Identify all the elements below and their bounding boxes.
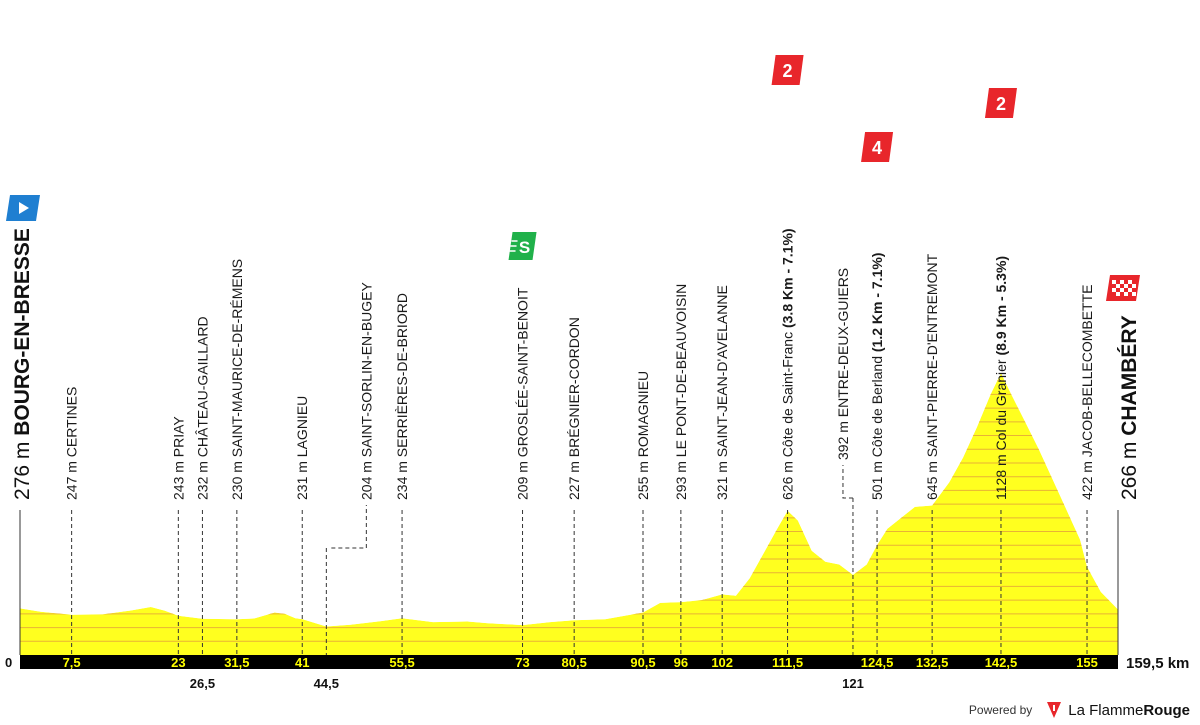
point-label: 422 m JACOB-BELLECOMBETTE xyxy=(1079,284,1095,500)
brand-light: La Flamme xyxy=(1068,701,1144,719)
km-tick-label: 7,5 xyxy=(63,655,81,670)
point-label: 392 m ENTRE-DEUX-GUIERS xyxy=(835,268,851,460)
category-markers: S 2 4 2 xyxy=(6,55,1140,301)
start-name: BOURG-EN-BRESSE xyxy=(11,228,34,436)
start-altitude: 276 m BOURG-EN-BRESSE xyxy=(11,228,34,500)
km-tick-label: 132,5 xyxy=(916,655,949,670)
point-name: 422 m JACOB-BELLECOMBETTE xyxy=(1079,284,1095,500)
km-tick-label: 155 xyxy=(1076,655,1098,670)
svg-text:4: 4 xyxy=(872,138,882,158)
km-tick-label: 96 xyxy=(674,655,688,670)
point-label: 209 m GROSLÉE-SAINT-BENOIT xyxy=(515,287,531,500)
climb-category-icon: 2 xyxy=(984,88,1017,118)
km-tick-label: 31,5 xyxy=(224,655,249,670)
point-labels: 247 m CERTINES 243 m PRIAY 232 m CHÂTEAU-G… xyxy=(11,228,1141,500)
point-label: 230 m SAINT-MAURICE-DE-RÉMENS xyxy=(229,259,245,500)
point-name: 230 m SAINT-MAURICE-DE-RÉMENS xyxy=(229,259,245,500)
distance-tick-labels: 7,5 23 26,5 31,5 41 44,5 55,5 73 80,5 90,5 96 102 11… xyxy=(63,655,1098,691)
total-distance-label: 159,5 km xyxy=(1126,655,1189,672)
climb-detail: (1.2 Km - 7.1%) xyxy=(869,253,885,356)
point-name: 227 m BRÉGNIER-CORDON xyxy=(566,317,582,500)
climb-detail: (8.9 Km - 5.3%) xyxy=(993,256,1009,359)
km-tick-label: 90,5 xyxy=(630,655,655,670)
point-name: 645 m SAINT-PIERRE-D'ENTREMONT xyxy=(924,253,940,500)
point-label: 204 m SAINT-SORLIN-EN-BUGEY xyxy=(358,282,374,500)
start-label: 276 m BOURG-EN-BRESSE xyxy=(11,228,34,500)
point-label: 247 m CERTINES xyxy=(64,387,80,500)
brand-name: La FlammeRouge xyxy=(1068,702,1190,719)
point-label: 243 m PRIAY xyxy=(170,416,186,500)
km-tick-label: 26,5 xyxy=(190,676,215,691)
sprint-marker-icon: S xyxy=(508,232,537,260)
point-name: 231 m LAGNIEU xyxy=(294,396,310,500)
point-label: 645 m SAINT-PIERRE-D'ENTREMONT xyxy=(924,253,940,500)
point-label: 321 m SAINT-JEAN-D'AVELANNE xyxy=(714,285,730,500)
point-name: 247 m CERTINES xyxy=(64,387,80,500)
point-name: 626 m Côte de Saint-Franc (3.8 Km - 7.1%… xyxy=(780,228,796,500)
climb-category-icon: 2 xyxy=(771,55,804,85)
point-name: 204 m SAINT-SORLIN-EN-BUGEY xyxy=(358,282,374,500)
km-tick-label: 55,5 xyxy=(389,655,414,670)
km-tick-label: 142,5 xyxy=(985,655,1018,670)
point-label: 626 m Côte de Saint-Franc (3.8 Km - 7.1%… xyxy=(780,228,796,500)
point-name: 232 m CHÂTEAU-GAILLARD xyxy=(194,316,210,500)
point-guide-lines xyxy=(19,465,1119,655)
point-name: 234 m SERRIÈRES-DE-BRIORD xyxy=(394,293,410,500)
finish-altitude: 266 m CHAMBÉRY xyxy=(1118,315,1141,500)
km-tick-label: 102 xyxy=(711,655,733,670)
point-name: 321 m SAINT-JEAN-D'AVELANNE xyxy=(714,285,730,500)
point-label: 232 m CHÂTEAU-GAILLARD xyxy=(194,316,210,500)
distance-axis-bar xyxy=(20,655,1118,669)
point-name: 255 m ROMAGNIEU xyxy=(635,371,651,500)
km-tick-label: 121 xyxy=(842,676,864,691)
finish-flag-icon xyxy=(1106,275,1140,301)
svg-text:2: 2 xyxy=(783,61,793,81)
km-tick-label: 44,5 xyxy=(314,676,339,691)
climb-category-icon: 4 xyxy=(861,132,894,162)
km-tick-label: 80,5 xyxy=(562,655,587,670)
brand-bold: Rouge xyxy=(1143,701,1190,719)
footer-credit: Powered by La FlammeRouge xyxy=(969,701,1190,719)
start-flag-icon xyxy=(6,195,40,221)
point-label: 227 m BRÉGNIER-CORDON xyxy=(566,317,582,500)
point-name: 293 m LE PONT-DE-BEAUVOISIN xyxy=(673,284,689,500)
point-name: 392 m ENTRE-DEUX-GUIERS xyxy=(835,268,851,460)
point-name: 1128 m Col du Granier (8.9 Km - 5.3%) xyxy=(993,256,1009,500)
point-label: 234 m SERRIÈRES-DE-BRIORD xyxy=(394,293,410,500)
finish-name: CHAMBÉRY xyxy=(1118,315,1141,436)
start-km-label: 0 xyxy=(5,655,12,670)
guide-offset-line xyxy=(331,505,367,549)
point-name: 209 m GROSLÉE-SAINT-BENOIT xyxy=(515,287,531,500)
km-tick-label: 111,5 xyxy=(772,655,803,670)
flame-logo-icon xyxy=(1047,702,1062,718)
km-tick-label: 23 xyxy=(171,655,185,670)
climb-detail: (3.8 Km - 7.1%) xyxy=(780,228,796,331)
point-name: 501 m Côte de Berland (1.2 Km - 7.1%) xyxy=(869,253,885,500)
finish-label: 266 m CHAMBÉRY xyxy=(1118,315,1141,500)
point-label: 293 m LE PONT-DE-BEAUVOISIN xyxy=(673,284,689,500)
point-label: 231 m LAGNIEU xyxy=(294,396,310,500)
km-tick-label: 73 xyxy=(515,655,529,670)
svg-text:S: S xyxy=(519,238,530,257)
km-tick-label: 41 xyxy=(295,655,309,670)
point-label: 255 m ROMAGNIEU xyxy=(635,371,651,500)
point-label: 501 m Côte de Berland (1.2 Km - 7.1%) xyxy=(869,253,885,500)
guide-offset-line xyxy=(842,465,853,499)
powered-by-label: Powered by xyxy=(968,703,1033,717)
point-name: 243 m PRIAY xyxy=(170,416,186,500)
km-tick-label: 124,5 xyxy=(861,655,894,670)
svg-text:2: 2 xyxy=(996,94,1006,114)
point-label: 1128 m Col du Granier (8.9 Km - 5.3%) xyxy=(993,256,1009,500)
